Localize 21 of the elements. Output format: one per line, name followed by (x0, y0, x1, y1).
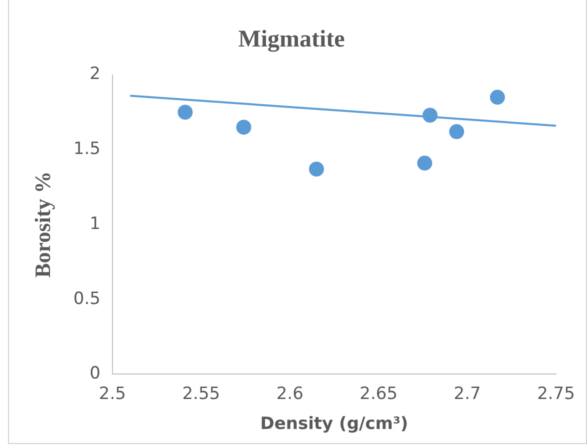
y-tick-label: 0.5 (73, 288, 100, 309)
point (449, 124, 464, 140)
y-axis-title: Borosity % (30, 171, 55, 278)
point (236, 120, 252, 135)
y-tick-label: 1 (90, 214, 100, 234)
point (422, 108, 438, 123)
point (417, 156, 432, 171)
x-tick-label: 2.7 (454, 384, 481, 404)
x-tick-label: 2.55 (182, 384, 220, 404)
x-axis-title: Density (g/cm³) (260, 414, 408, 434)
x-tick-label: 2.5 (98, 384, 126, 404)
point (178, 104, 193, 120)
y-tick-label: 0 (90, 364, 100, 384)
chart-title: Migmatite (238, 26, 346, 53)
y-tick-label: 1.5 (73, 139, 100, 160)
point (490, 90, 505, 105)
x-tick-label: 2.65 (360, 384, 398, 404)
x-tick-label: 2.75 (537, 384, 575, 404)
point (308, 162, 324, 177)
x-tick-label: 2.6 (276, 384, 304, 404)
y-tick-label: 2 (90, 64, 100, 84)
